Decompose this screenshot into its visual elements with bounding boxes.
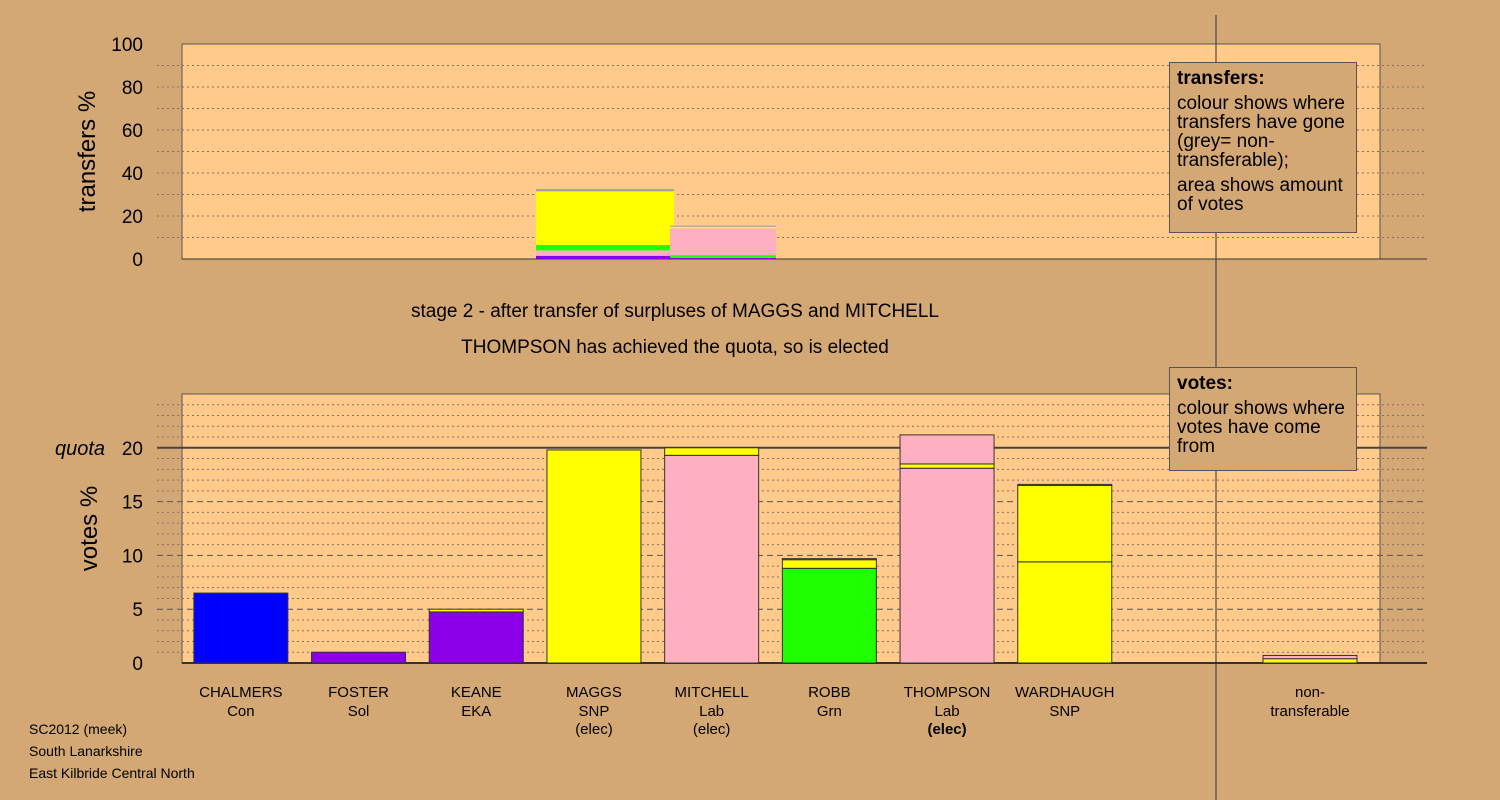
votes-y-tick-label: 5 [132, 600, 143, 621]
transfers-key-colour-text: colour shows where transfers have gone (… [1177, 93, 1345, 171]
candidate-party-wardhaugh: SNP [1049, 703, 1080, 720]
votes-key-title: votes: [1177, 373, 1233, 394]
nontransferable-label-line1: non- [1295, 684, 1325, 701]
footer-line-ward: East Kilbride Central North [29, 765, 195, 781]
votes-key-colour-text: colour shows where votes have come from [1177, 398, 1345, 457]
nontransferable-segment [1262, 654, 1358, 660]
transfer-segment-mitchell-nontransferable [670, 225, 776, 227]
vote-segment-robb [781, 559, 877, 569]
transfer-segment-mitchell-grn [670, 255, 776, 258]
candidate-name-keane: KEANE [451, 684, 502, 701]
candidate-status-maggs: (elec) [575, 721, 613, 738]
transfers-y-tick-label: 100 [111, 35, 143, 56]
candidate-party-mitchell: Lab [699, 703, 724, 720]
quota-label: quota [55, 438, 105, 460]
vote-segment-keane [428, 611, 524, 664]
candidate-name-chalmers: CHALMERS [199, 684, 282, 701]
transfers-y-tick-label: 20 [122, 207, 143, 228]
candidate-name-foster: FOSTER [328, 684, 389, 701]
candidate-name-thompson: THOMPSON [904, 684, 991, 701]
result-caption: THOMPSON has achieved the quota, so is e… [461, 337, 889, 358]
transfer-segment-mitchell-snp [670, 226, 776, 229]
vote-segment-robb [781, 558, 877, 561]
votes-y-tick-label: 15 [122, 493, 143, 514]
vote-segment-wardhaugh [1017, 561, 1113, 664]
vote-segment-chalmers [193, 592, 289, 664]
candidate-party-chalmers: Con [227, 703, 255, 720]
vote-segment-thompson [899, 467, 995, 664]
vote-segment-wardhaugh [1017, 484, 1113, 563]
vote-segment-mitchell [664, 454, 760, 664]
transfers-key-area-text: area shows amount of votes [1177, 175, 1343, 215]
transfer-segment-maggs-lab [536, 250, 674, 256]
transfers-y-tick-label: 80 [122, 78, 143, 99]
transfer-segment-maggs-snp [536, 191, 674, 246]
vote-segment-thompson [899, 434, 995, 465]
candidate-status-thompson: (elec) [927, 721, 966, 738]
candidate-name-maggs: MAGGS [566, 684, 622, 701]
nontransferable-segment [1262, 658, 1358, 664]
votes-y-tick-label: 20 [122, 439, 143, 460]
nontransferable-label-line2: transferable [1270, 703, 1349, 720]
vote-segment-foster [311, 651, 407, 664]
candidate-party-foster: Sol [348, 703, 370, 720]
transfers-y-tick-label: 0 [132, 250, 143, 271]
transfer-segment-maggs-grn [536, 245, 674, 251]
transfers-key-title: transfers: [1177, 68, 1265, 89]
candidate-party-robb: Grn [817, 703, 842, 720]
candidate-party-keane: EKA [461, 703, 491, 720]
candidate-party-maggs: SNP [579, 703, 610, 720]
transfers-key: transfers: colour shows where transfers … [1169, 62, 1357, 233]
vote-segment-wardhaugh [1017, 483, 1113, 486]
votes-y-tick-label: 10 [122, 546, 143, 567]
candidate-status-mitchell: (elec) [693, 721, 731, 738]
vote-segment-maggs [546, 449, 642, 664]
candidate-name-robb: ROBB [808, 684, 851, 701]
candidate-party-thompson: Lab [935, 703, 960, 720]
transfer-segment-mitchell-lab [670, 228, 776, 256]
transfers-y-tick-label: 60 [122, 121, 143, 142]
stage-caption: stage 2 - after transfer of surpluses of… [411, 301, 939, 322]
vote-segment-keane [428, 608, 524, 613]
transfers-y-axis-label: transfers % [74, 91, 101, 212]
candidate-name-wardhaugh: WARDHAUGH [1015, 684, 1114, 701]
transfer-segment-mitchell-eka [670, 257, 776, 259]
footer-line-system: SC2012 (meek) [29, 721, 128, 737]
transfer-segment-maggs-nontransferable [536, 189, 674, 192]
vote-segment-robb [781, 567, 877, 664]
votes-y-tick-label: 0 [132, 654, 143, 675]
votes-y-axis-label: votes % [76, 486, 103, 571]
candidate-name-mitchell: MITCHELL [675, 684, 749, 701]
transfer-segment-maggs-eka [536, 255, 674, 259]
vote-segment-mitchell [664, 447, 760, 456]
transfers-y-tick-label: 40 [122, 164, 143, 185]
votes-key: votes: colour shows where votes have com… [1169, 367, 1357, 471]
footer-line-council: South Lanarkshire [29, 743, 143, 759]
vote-segment-thompson [899, 463, 995, 469]
